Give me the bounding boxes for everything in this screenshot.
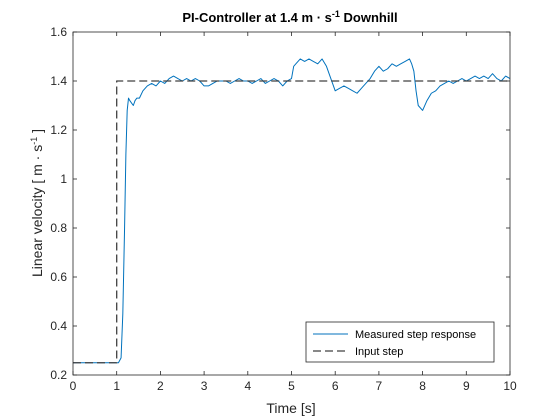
x-tick-label: 10 (503, 379, 517, 393)
legend-label-input: Input step (355, 346, 403, 358)
chart-title-text: PI-Controller at 1.4 m · s (182, 10, 332, 25)
x-tick-label: 2 (157, 379, 164, 393)
y-axis-label: Linear velocity [ m · s-1 ] (29, 129, 45, 277)
chart-title: PI-Controller at 1.4 m · s-1 Downhill (182, 9, 397, 25)
x-tick-label: 3 (201, 379, 208, 393)
series-line-input-step (73, 80, 510, 364)
x-tick-label: 6 (332, 379, 339, 393)
legend-box (305, 321, 495, 363)
y-tick-label: 1 (60, 172, 67, 186)
x-axis-label: Time [s] (266, 400, 315, 416)
chart-title-suffix: Downhill (340, 10, 398, 25)
x-tick-label: 0 (70, 379, 77, 393)
y-tick-label: 0.2 (50, 368, 67, 382)
series-line-measured-step-response (73, 58, 511, 364)
y-tick-label: 0.6 (50, 270, 67, 284)
y-tick-label: 0.8 (50, 221, 67, 235)
y-tick-label: 0.4 (50, 319, 67, 333)
x-tick-label: 5 (288, 379, 295, 393)
legend-label-measured: Measured step response (355, 329, 476, 341)
y-axis-label-superscript: -1 (29, 137, 39, 145)
y-axis-label-text: Linear velocity [ m · s (29, 145, 45, 277)
y-tick-label: 1.6 (50, 25, 67, 39)
x-tick-label: 8 (419, 379, 426, 393)
y-tick-label: 1.2 (50, 123, 67, 137)
x-tick-label: 7 (376, 379, 383, 393)
x-tick-label: 4 (244, 379, 251, 393)
chart-title-superscript: -1 (332, 9, 340, 19)
series-layer (73, 58, 511, 364)
legend: Measured step response Input step (305, 321, 495, 363)
y-axis-label-suffix: ] (29, 129, 45, 137)
y-tick-label: 1.4 (50, 74, 67, 88)
axes-layer: 0 1 2 3 4 5 6 7 8 9 10 0.2 0.4 0.6 0.8 1 1.2 1.4 1.6 (50, 25, 517, 393)
x-tick-label: 1 (113, 379, 120, 393)
x-tick-label: 9 (463, 379, 470, 393)
